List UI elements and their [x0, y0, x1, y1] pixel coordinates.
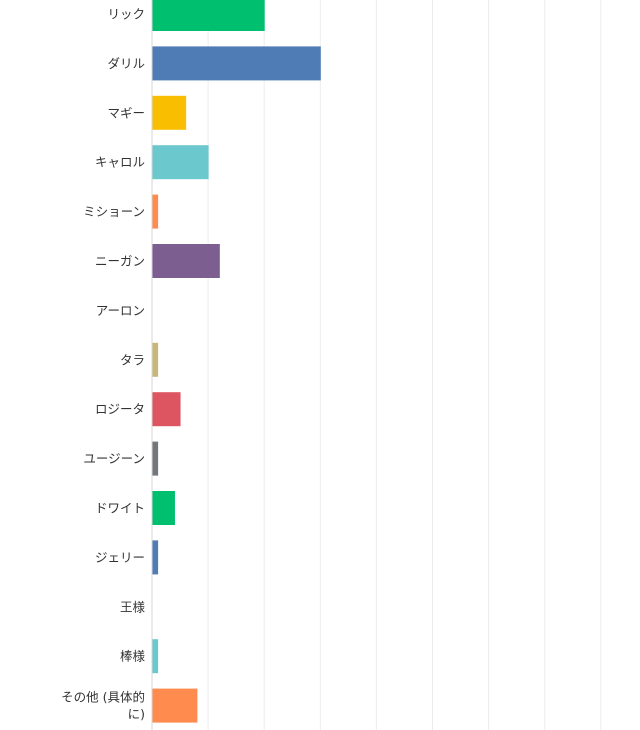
category-label: ジェリー: [95, 550, 145, 565]
bar: [152, 540, 159, 575]
category-label: アーロン: [96, 303, 145, 318]
bar: [152, 688, 198, 723]
bar: [152, 145, 209, 180]
category-label: ダリル: [107, 56, 145, 71]
category-label: その他 (具体的に): [61, 690, 145, 722]
category-label: ニーガン: [95, 254, 145, 269]
bar: [152, 441, 159, 476]
bar: [152, 95, 187, 130]
category-label: マギー: [107, 105, 145, 120]
bar: [152, 342, 159, 377]
bar: [152, 46, 321, 81]
gridlines: [207, 0, 602, 730]
category-label: キャロル: [95, 155, 145, 170]
bar: [152, 244, 220, 278]
bars: [152, 0, 321, 723]
bar: [152, 0, 265, 31]
category-labels: リックダリルマギーキャロルミショーンニーガンアーロンタラロジータユージーンドワイ…: [61, 7, 145, 722]
bar: [152, 194, 159, 229]
category-label: ロジータ: [95, 402, 145, 417]
bar: [152, 392, 181, 427]
category-label: ユージーン: [83, 451, 145, 466]
category-label: 王様: [120, 599, 146, 614]
category-label: 棒様: [120, 649, 146, 664]
bar: [152, 491, 175, 525]
category-label: ドワイト: [95, 501, 145, 516]
bar: [152, 639, 159, 674]
category-label: ミショーン: [83, 204, 145, 219]
category-label: リック: [107, 7, 145, 22]
category-label: タラ: [120, 352, 145, 367]
